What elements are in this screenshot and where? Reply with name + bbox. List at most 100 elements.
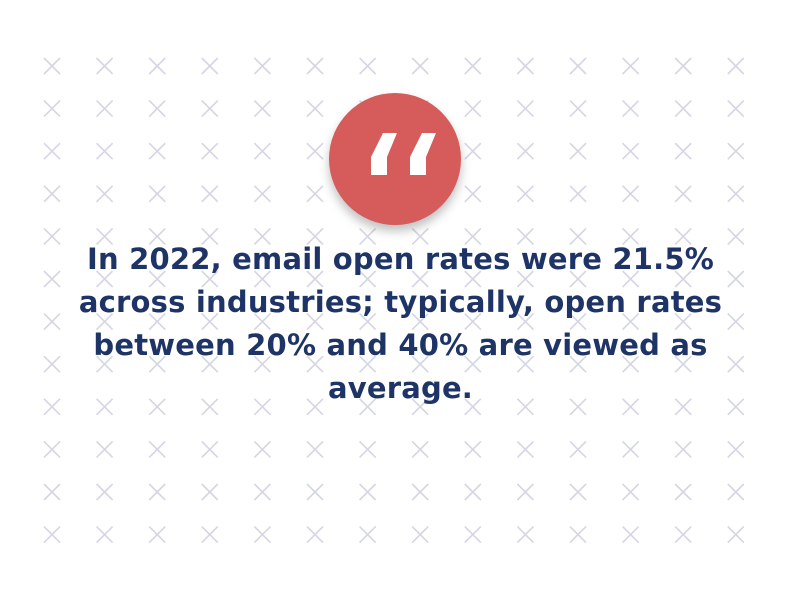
x-mark-icon	[464, 526, 482, 544]
x-mark-icon	[359, 440, 377, 458]
x-mark-icon	[569, 313, 587, 331]
x-mark-icon	[516, 57, 534, 75]
x-mark-icon	[674, 313, 692, 331]
x-mark-icon	[622, 355, 640, 373]
x-mark-icon	[148, 483, 166, 501]
x-mark-icon	[411, 355, 429, 373]
x-mark-icon	[674, 270, 692, 288]
x-mark-icon	[411, 227, 429, 245]
x-mark-icon	[674, 355, 692, 373]
x-mark-icon	[253, 142, 271, 160]
x-mark-icon	[622, 57, 640, 75]
x-mark-icon	[148, 142, 166, 160]
x-mark-icon	[253, 185, 271, 203]
x-mark-icon	[516, 440, 534, 458]
x-mark-icon	[411, 398, 429, 416]
x-mark-icon	[43, 100, 61, 118]
x-mark-icon	[306, 185, 324, 203]
x-mark-icon	[622, 440, 640, 458]
x-mark-icon	[569, 227, 587, 245]
x-mark-icon	[148, 270, 166, 288]
x-mark-icon	[674, 398, 692, 416]
x-mark-icon	[96, 100, 114, 118]
x-mark-icon	[727, 142, 745, 160]
x-mark-icon	[516, 355, 534, 373]
x-mark-icon	[43, 185, 61, 203]
x-mark-icon	[464, 313, 482, 331]
x-mark-icon	[569, 57, 587, 75]
x-mark-icon	[306, 440, 324, 458]
x-mark-icon	[148, 398, 166, 416]
x-mark-icon	[359, 483, 377, 501]
x-mark-icon	[148, 313, 166, 331]
x-mark-icon	[201, 227, 219, 245]
x-mark-icon	[96, 185, 114, 203]
x-mark-icon	[306, 483, 324, 501]
x-mark-icon	[253, 355, 271, 373]
x-mark-icon	[148, 227, 166, 245]
x-mark-icon	[96, 313, 114, 331]
x-mark-icon	[464, 227, 482, 245]
x-mark-icon	[148, 440, 166, 458]
x-mark-icon	[516, 142, 534, 160]
x-mark-icon	[674, 227, 692, 245]
x-mark-icon	[411, 526, 429, 544]
x-mark-icon	[148, 100, 166, 118]
x-mark-icon	[464, 185, 482, 203]
x-mark-icon	[464, 270, 482, 288]
x-mark-icon	[96, 57, 114, 75]
x-mark-icon	[253, 270, 271, 288]
x-mark-icon	[622, 227, 640, 245]
x-mark-icon	[727, 185, 745, 203]
x-mark-icon	[727, 483, 745, 501]
x-mark-icon	[148, 526, 166, 544]
x-mark-icon	[306, 227, 324, 245]
x-mark-icon	[359, 355, 377, 373]
x-mark-icon	[516, 398, 534, 416]
x-mark-icon	[516, 185, 534, 203]
x-mark-icon	[201, 398, 219, 416]
x-mark-icon	[569, 185, 587, 203]
x-mark-icon	[516, 100, 534, 118]
x-mark-icon	[96, 440, 114, 458]
x-mark-icon	[569, 440, 587, 458]
x-mark-icon	[569, 100, 587, 118]
x-mark-icon	[306, 355, 324, 373]
x-mark-icon	[253, 100, 271, 118]
x-mark-icon	[727, 526, 745, 544]
x-mark-icon	[727, 227, 745, 245]
x-mark-icon	[43, 142, 61, 160]
x-mark-icon	[674, 526, 692, 544]
x-mark-icon	[569, 142, 587, 160]
x-mark-icon	[516, 227, 534, 245]
x-mark-icon	[43, 483, 61, 501]
x-mark-icon	[464, 440, 482, 458]
x-mark-icon	[306, 398, 324, 416]
x-mark-icon	[727, 398, 745, 416]
x-mark-icon	[43, 398, 61, 416]
x-mark-icon	[516, 526, 534, 544]
x-mark-icon	[674, 483, 692, 501]
x-mark-icon	[43, 440, 61, 458]
x-mark-icon	[622, 270, 640, 288]
quote-text: In 2022, email open rates were 21.5% acr…	[78, 242, 723, 405]
x-mark-icon	[464, 57, 482, 75]
x-mark-icon	[306, 526, 324, 544]
x-mark-icon	[43, 355, 61, 373]
x-mark-icon	[253, 313, 271, 331]
x-mark-icon	[464, 398, 482, 416]
x-mark-icon	[253, 483, 271, 501]
x-mark-icon	[306, 270, 324, 288]
x-mark-icon	[727, 100, 745, 118]
x-mark-icon	[359, 270, 377, 288]
x-mark-icon	[148, 355, 166, 373]
x-mark-icon	[464, 355, 482, 373]
x-mark-icon	[201, 100, 219, 118]
x-mark-icon	[411, 57, 429, 75]
x-mark-icon	[96, 398, 114, 416]
x-mark-icon	[359, 227, 377, 245]
x-mark-icon	[569, 270, 587, 288]
x-mark-icon	[201, 57, 219, 75]
x-mark-icon	[201, 355, 219, 373]
x-mark-icon	[253, 57, 271, 75]
